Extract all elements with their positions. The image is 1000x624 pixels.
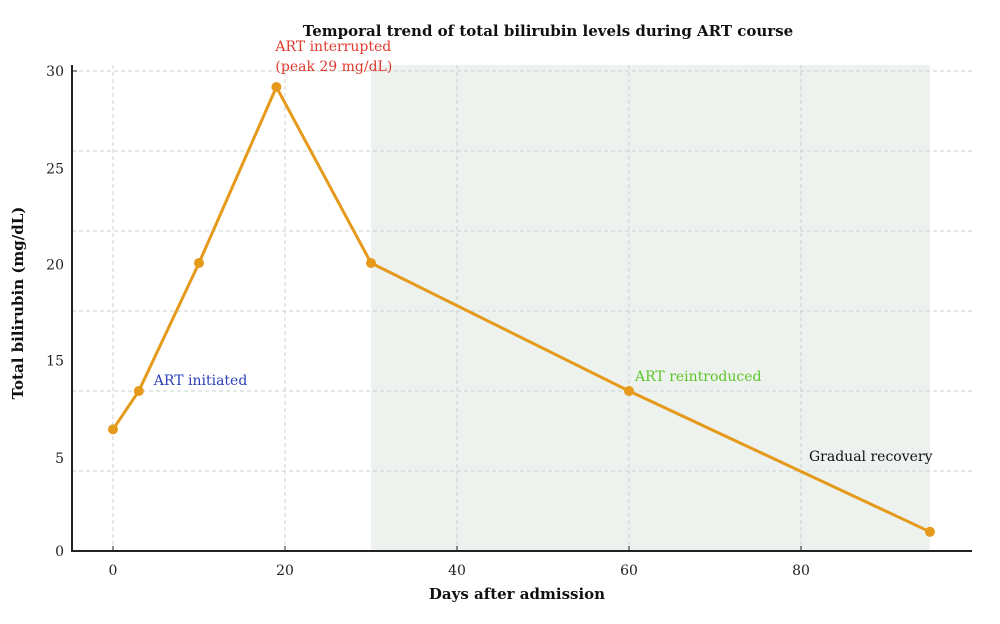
- x-tick-label: 60: [620, 563, 638, 579]
- data-point: [133, 386, 144, 396]
- y-tick-label: 5: [55, 451, 64, 467]
- data-point: [925, 526, 935, 537]
- x-tick-label: 80: [792, 563, 810, 579]
- y-tick-label: 30: [46, 64, 64, 80]
- y-axis-label: Total bilirubin (mg/dL): [9, 207, 27, 400]
- x-tick-label: 20: [276, 563, 294, 579]
- data-point: [271, 82, 282, 92]
- annotation-line: (peak 29 mg/dL): [275, 59, 392, 75]
- y-tick-label: 15: [46, 354, 64, 370]
- data-point: [108, 424, 118, 435]
- x-tick-label: 40: [448, 563, 466, 579]
- shaded-region: [371, 65, 930, 551]
- annotation-line: ART initiated: [153, 373, 248, 389]
- annotation: ART interrupted (peak 29 mg/dL): [274, 39, 392, 75]
- y-tick-label: 25: [46, 162, 64, 178]
- data-point: [624, 386, 634, 396]
- chart-title: Temporal trend of total bilirubin levels…: [303, 22, 793, 40]
- data-point: [366, 258, 376, 268]
- y-tick-label: 0: [55, 544, 64, 560]
- annotation-line: ART interrupted: [274, 39, 391, 55]
- data-point: [194, 258, 204, 268]
- annotation: Gradual recovery: [809, 449, 933, 465]
- y-tick-label: 20: [46, 258, 64, 274]
- annotation-line: ART reintroduced: [634, 369, 762, 385]
- annotation-line: Gradual recovery: [809, 449, 933, 465]
- x-tick-label: 0: [109, 563, 118, 579]
- x-axis-label: Days after admission: [429, 585, 605, 603]
- annotation: ART initiated: [153, 373, 248, 389]
- annotation: ART reintroduced: [634, 369, 762, 385]
